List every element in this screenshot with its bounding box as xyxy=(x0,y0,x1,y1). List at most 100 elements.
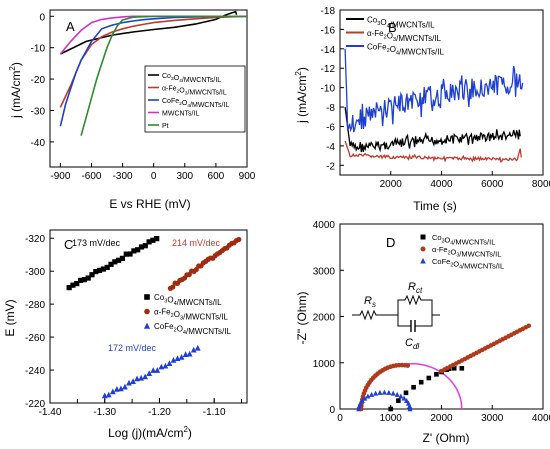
x-axis-label: Log (j)(mA/cm2) xyxy=(108,425,192,440)
panel-c: -1.40 -1.30 -1.20 -1.10 -220 -240 -260 -280 -300… xyxy=(3,229,248,440)
legend-marker xyxy=(420,234,426,240)
data-point xyxy=(112,259,118,265)
data-point xyxy=(377,389,383,395)
data-point xyxy=(365,393,371,399)
legend-label: Co3O4/MWCNTs/IL xyxy=(432,233,495,247)
data-point xyxy=(194,344,201,351)
data-point xyxy=(158,363,165,370)
data-point xyxy=(236,236,242,243)
panel-d: 0 1000 2000 3000 4000 0 1000 2000 3000 4000 D Z' (O… xyxy=(295,220,550,445)
series-line xyxy=(344,140,523,163)
data-point xyxy=(134,375,140,382)
data-point xyxy=(369,391,375,397)
data-point xyxy=(434,372,439,377)
series-line xyxy=(60,10,238,55)
data-point xyxy=(130,378,136,384)
x-tick-label: 4000 xyxy=(430,179,453,190)
data-point xyxy=(70,282,76,288)
data-point xyxy=(356,406,362,412)
legend-box xyxy=(144,65,246,133)
panel-a-frame xyxy=(49,9,248,168)
y-tick-label: -30 xyxy=(31,106,46,117)
data-point xyxy=(154,367,161,373)
slope-annotation: 172 mV/dec xyxy=(108,343,157,353)
slope-annotation: 173 mV/dec xyxy=(72,238,121,248)
data-point xyxy=(357,400,363,406)
data-point xyxy=(407,403,413,409)
data-point xyxy=(116,257,122,263)
data-point xyxy=(123,251,129,257)
data-point xyxy=(407,406,413,412)
y-tick-label: -2 xyxy=(326,161,335,172)
data-point xyxy=(190,346,197,353)
data-point xyxy=(381,389,387,395)
y-tick-label: -8 xyxy=(326,103,335,114)
legend-label: CoFe2O4/MWCNTs/IL xyxy=(432,257,504,271)
data-point xyxy=(362,395,368,401)
legend-marker xyxy=(143,322,151,329)
data-point xyxy=(403,390,409,396)
resistor-rct xyxy=(397,294,440,316)
legend-label: α-Fe2O3/MWCNTs/IL xyxy=(154,308,229,322)
series-line xyxy=(344,48,524,133)
x-tick-label: 600 xyxy=(208,171,225,182)
y-axis-label: -Z" (Ohm) xyxy=(295,292,309,345)
x-tick-label: 1000 xyxy=(380,413,403,424)
x-tick-label: -1.20 xyxy=(148,407,171,418)
data-point xyxy=(405,363,410,368)
data-point xyxy=(150,367,157,373)
data-point xyxy=(108,261,114,267)
data-point xyxy=(166,360,173,367)
resistor-rs xyxy=(352,309,398,321)
series-line xyxy=(80,15,247,136)
data-point xyxy=(182,351,189,357)
data-point xyxy=(162,362,169,369)
x-tick-label: 2000 xyxy=(430,413,453,424)
data-point xyxy=(93,268,99,275)
y-tick-label: 0 xyxy=(39,12,45,23)
legend-label: MWCNTs/IL xyxy=(162,111,199,118)
panel-c-frame xyxy=(49,229,248,404)
x-tick-label: -1.10 xyxy=(203,407,226,418)
data-point xyxy=(411,384,416,390)
x-tick-label: -1.40 xyxy=(39,407,62,418)
y-tick-label: -4 xyxy=(326,142,335,153)
y-tick-label: -260 xyxy=(25,333,45,344)
legend-label: Pt xyxy=(162,123,169,130)
data-point xyxy=(85,275,91,281)
legend-marker xyxy=(420,246,426,252)
legend-label: α-Fe2O3/MWCNTs/IL xyxy=(432,245,501,259)
legend-label: CoFe2O4/MWCNTs/IL xyxy=(162,98,229,109)
data-point xyxy=(127,251,133,257)
data-point xyxy=(146,239,152,245)
data-point xyxy=(388,406,394,412)
x-tick-label: -900 xyxy=(50,171,70,182)
y-tick-label: -20 xyxy=(31,75,46,86)
data-point xyxy=(105,391,112,398)
data-point xyxy=(359,397,365,403)
data-point xyxy=(390,390,396,396)
data-point xyxy=(386,389,392,395)
data-point xyxy=(89,272,95,278)
data-point xyxy=(101,392,108,399)
data-point xyxy=(113,386,120,392)
y-axis-label: E (mV) xyxy=(3,299,17,336)
data-point xyxy=(154,236,160,242)
data-point xyxy=(170,284,176,290)
x-tick-label: 6000 xyxy=(481,179,504,190)
y-tick-label: 1000 xyxy=(313,359,336,370)
panel-b: 2000 4000 6000 8000 -2 -4 -6 -8 -10 -12 -14 -16 -18 B… xyxy=(294,6,550,213)
y-tick-label: -10 xyxy=(321,84,336,95)
series-line xyxy=(344,107,521,153)
legend-marker xyxy=(144,294,150,300)
y-tick-label: -220 xyxy=(25,399,45,410)
data-point xyxy=(356,403,362,409)
x-tick-label: 8000 xyxy=(532,179,550,190)
y-tick-label: -18 xyxy=(321,6,336,17)
equivalent-circuit: Rs Rct Cdl xyxy=(352,281,440,351)
data-point xyxy=(150,237,156,243)
circuit-label: Cdl xyxy=(405,337,419,351)
data-point xyxy=(109,388,116,395)
x-axis-label: Z' (Ohm) xyxy=(423,431,470,445)
